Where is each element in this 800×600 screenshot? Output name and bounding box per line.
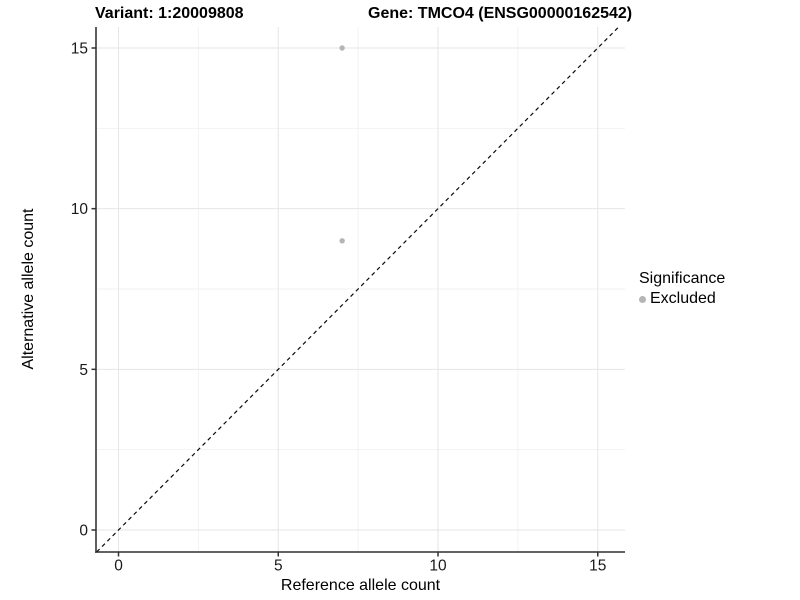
x-tick-label: 5 [274,558,283,575]
x-axis-label: Reference allele count [280,577,441,594]
y-tick-label: 5 [79,362,88,379]
x-tick-label: 0 [114,558,123,575]
legend-title: Significance [639,270,726,287]
data-point [339,238,345,244]
y-tick-label: 10 [71,201,89,218]
data-point [339,45,345,51]
plot-title-gene: Gene: TMCO4 (ENSG00000162542) [368,5,633,22]
x-tick-label: 10 [429,558,447,575]
legend-entry-excluded: Excluded [639,289,725,309]
y-axis-label: Alternative allele count [20,208,37,370]
legend: Significance Excluded [639,269,725,309]
y-tick-label: 0 [79,523,88,540]
x-tick-label: 15 [589,558,606,575]
plot-title-variant: Variant: 1:20009808 [95,5,244,22]
legend-key-dot [639,295,646,303]
legend-label-excluded: Excluded [650,290,716,307]
identity-line [96,26,619,553]
y-tick-label: 15 [71,41,88,58]
